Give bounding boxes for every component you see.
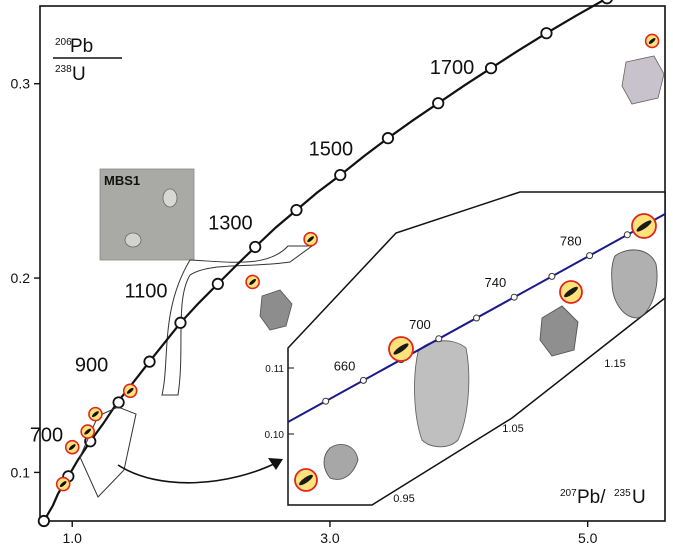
data-point-0	[55, 476, 71, 492]
inset-age-marker-660	[359, 376, 367, 384]
age-marker-5	[174, 316, 187, 329]
xlabel-mid: Pb/	[577, 487, 606, 508]
age-marker-14	[601, 0, 613, 5]
inset-age-marker-740	[510, 293, 518, 301]
data-point-2	[80, 424, 95, 439]
xlabel-sup2: 235	[614, 488, 631, 499]
age-label-1500: 1500	[309, 139, 354, 161]
x-tick-label-1: 3.0	[320, 530, 340, 546]
inset-age-label-740: 740	[484, 275, 506, 290]
grain-photo-1700	[621, 55, 665, 105]
age-marker-3	[112, 396, 125, 409]
age-label-700: 700	[30, 424, 63, 446]
inset-grain-photo-small	[323, 444, 359, 480]
age-label-1100: 1100	[125, 281, 168, 303]
inset-data-points	[294, 213, 657, 492]
inset-y-tick-label-1: 0.11	[265, 364, 284, 375]
zoom-arrow	[117, 458, 283, 484]
inset-age-marker-720	[473, 314, 480, 322]
zoom-region-outline	[79, 406, 137, 498]
y-axis-label: 206 Pb 238 U	[53, 36, 122, 85]
inset-x-tick-label-1: 1.05	[502, 423, 523, 435]
data-point-3	[88, 406, 103, 422]
y-axis: 0.1 0.2 0.3	[11, 76, 40, 480]
mbs1-grain-1	[162, 188, 178, 208]
mbs1-label: MBS1	[104, 173, 140, 188]
inset-grain-photo-right	[611, 249, 658, 319]
inset-age-marker-700	[435, 335, 443, 343]
x-tick-label-0: 1.0	[62, 530, 82, 546]
inset-ticks: 0.10 0.11 0.95 1.05 1.15	[265, 358, 626, 505]
inset-y-tick-label-0: 0.10	[265, 430, 285, 441]
inset-x-tick-label-0: 0.95	[393, 493, 414, 505]
mbs1-photo-panel: MBS1	[99, 168, 195, 261]
age-marker-6	[211, 277, 224, 291]
inset-age-marker-640	[322, 397, 330, 405]
age-label-1700: 1700	[430, 57, 475, 79]
data-point-7	[644, 33, 660, 49]
y-tick-label-2: 0.3	[11, 76, 31, 92]
inset-age-marker-760	[548, 272, 556, 280]
ylabel-den: U	[72, 64, 86, 85]
xlabel-sup1: 207	[560, 488, 577, 499]
inset-age-label-660: 660	[334, 358, 356, 373]
age-label-1300: 1300	[208, 212, 253, 234]
ylabel-num-sup: 206	[55, 37, 72, 48]
inset-frame	[287, 191, 666, 506]
main-data-points	[55, 33, 660, 492]
inset-grain-photo-mid	[539, 305, 579, 357]
y-tick-label-0: 0.1	[11, 464, 31, 480]
inset-data-point-3	[631, 213, 657, 239]
age-marker-10	[381, 132, 395, 145]
ylabel-den-sup: 238	[55, 64, 72, 75]
xlabel-end: U	[632, 487, 646, 508]
y-tick-label-1: 0.2	[11, 270, 31, 286]
inset-age-marker-780	[586, 252, 594, 260]
inset-age-marker-800	[623, 231, 631, 239]
inset-data-point-0	[294, 468, 318, 492]
age-marker-13	[540, 27, 553, 40]
data-point-6	[303, 231, 318, 247]
age-marker-11	[432, 97, 445, 110]
data-point-5	[245, 274, 260, 290]
age-marker-4	[143, 355, 156, 368]
main-grain-photos	[259, 55, 665, 331]
inset-age-label-780: 780	[560, 234, 582, 249]
age-label-900: 900	[75, 354, 108, 376]
x-axis-label: 207 Pb/ 235 U	[560, 487, 646, 508]
x-axis: 1.0 3.0 5.0	[62, 521, 598, 546]
inset-grain-photo-large	[414, 340, 470, 448]
photo-callout-outline	[161, 245, 314, 396]
age-marker-7	[249, 240, 262, 254]
inset-data-point-1	[388, 336, 414, 362]
data-point-1	[64, 439, 80, 455]
inset-concordia: 660 700 740 780	[287, 213, 666, 423]
inset-panel: 0.10 0.11 0.95 1.05 1.15 660 700 740 780	[265, 191, 666, 506]
age-marker-12	[484, 62, 498, 75]
inset-data-point-2	[559, 280, 583, 304]
data-point-4	[122, 383, 138, 399]
grain-photo-1100	[259, 289, 293, 331]
age-marker-8	[290, 203, 303, 217]
mbs1-photo	[99, 168, 195, 261]
main-concordia: 700 900 1100 1300 1500 1700	[30, 0, 613, 528]
mbs1-grain-2	[124, 232, 142, 248]
ylabel-num: Pb	[70, 36, 93, 57]
inset-age-label-700: 700	[409, 317, 431, 332]
age-marker-0	[37, 514, 50, 528]
inset-x-tick-label-2: 1.15	[604, 358, 625, 370]
x-tick-label-2: 5.0	[578, 530, 598, 546]
age-marker-9	[334, 168, 347, 182]
